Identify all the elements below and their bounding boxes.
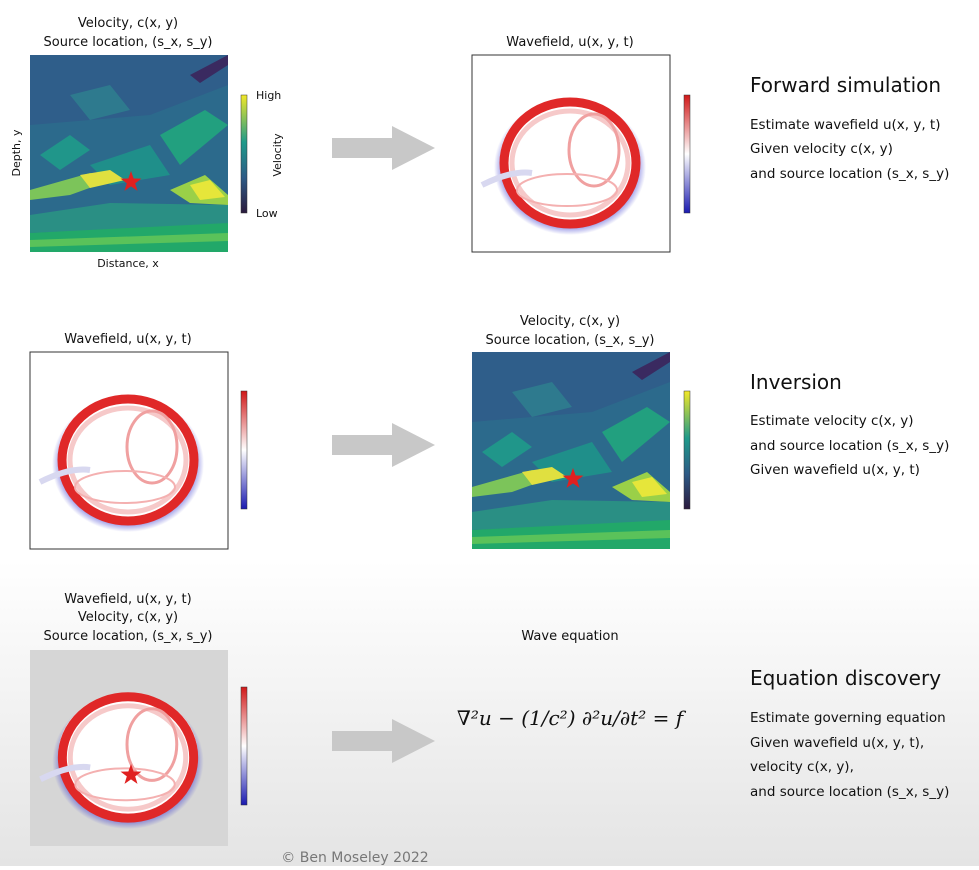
panel-title: Wavefield, u(x, y, t)	[64, 592, 191, 607]
section-line: Estimate velocity c(x, y)	[750, 413, 914, 429]
panel-title: Wavefield, u(x, y, t)	[64, 332, 191, 347]
panel-title: Source location, (s_x, s_y)	[44, 629, 213, 644]
equation: ∇²u − (1/c²) ∂²u/∂t² = f	[457, 706, 687, 730]
colorbar	[240, 686, 248, 806]
section-heading: Forward simulation	[750, 73, 941, 97]
section-line: and source location (s_x, s_y)	[750, 784, 949, 800]
colorbar	[240, 94, 248, 214]
section-heading: Inversion	[750, 370, 842, 394]
section-line: Estimate wavefield u(x, y, t)	[750, 117, 940, 133]
arrow	[332, 423, 435, 467]
colorbar-high: High	[256, 89, 281, 102]
panel-title: Velocity, c(x, y)	[78, 16, 178, 31]
panel-title: Wave equation	[521, 629, 618, 644]
panel-title: Velocity, c(x, y)	[520, 314, 620, 329]
colorbar	[683, 390, 691, 510]
colorbar	[240, 390, 248, 510]
section-line: Estimate governing equation	[750, 710, 946, 726]
arrow	[332, 126, 435, 170]
section-line: Given wavefield u(x, y, t)	[750, 462, 920, 478]
section-line: and source location (s_x, s_y)	[750, 438, 949, 454]
section-line: velocity c(x, y),	[750, 759, 854, 775]
y-axis-label: Depth, y	[10, 129, 23, 176]
panel-title: Source location, (s_x, s_y)	[44, 35, 213, 50]
colorbar	[683, 94, 691, 214]
section-line: Given wavefield u(x, y, t),	[750, 735, 924, 751]
velocity-image	[30, 55, 228, 252]
panel-title: Wavefield, u(x, y, t)	[506, 35, 633, 50]
colorbar-label: Velocity	[271, 133, 284, 177]
footer: © Ben Moseley 2022	[281, 850, 428, 866]
panel-title: Source location, (s_x, s_y)	[486, 333, 655, 348]
section-line: and source location (s_x, s_y)	[750, 166, 949, 182]
arrow	[332, 719, 435, 763]
section-line: Given velocity c(x, y)	[750, 141, 893, 157]
velocity-image	[472, 352, 670, 549]
x-axis-label: Distance, x	[97, 257, 159, 270]
section-heading: Equation discovery	[750, 666, 941, 690]
panel-title: Velocity, c(x, y)	[78, 610, 178, 625]
colorbar-low: Low	[256, 207, 278, 220]
